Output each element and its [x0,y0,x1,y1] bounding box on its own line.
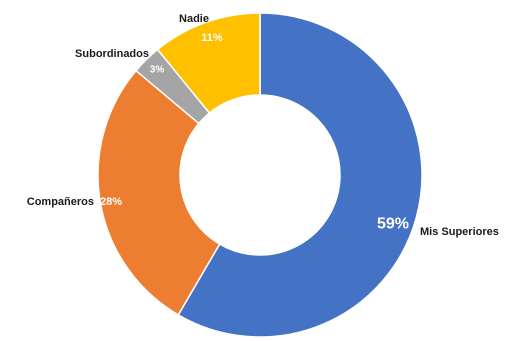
percent-label-nadie: 11% [201,32,223,44]
slice-mis-superiores [177,12,423,338]
percent-label-subordinados: 3% [150,65,165,76]
percent-label-companeros: 28% [100,196,122,208]
category-label-nadie: Nadie [179,13,209,25]
percent-labels-layer: 59% 28% 3% 11% [100,32,409,233]
slice-companeros [97,69,221,316]
category-label-subordinados: Subordinados [75,48,149,60]
category-labels-layer: Mis Superiores Compañeros Subordinados Nadi… [27,13,499,238]
category-label-mis-superiores: Mis Superiores [420,226,499,238]
percent-label-mis-superiores: 59% [377,216,409,233]
slice-nadie [156,12,261,115]
category-label-companeros: Compañeros [27,196,94,208]
slices-layer [97,12,423,338]
